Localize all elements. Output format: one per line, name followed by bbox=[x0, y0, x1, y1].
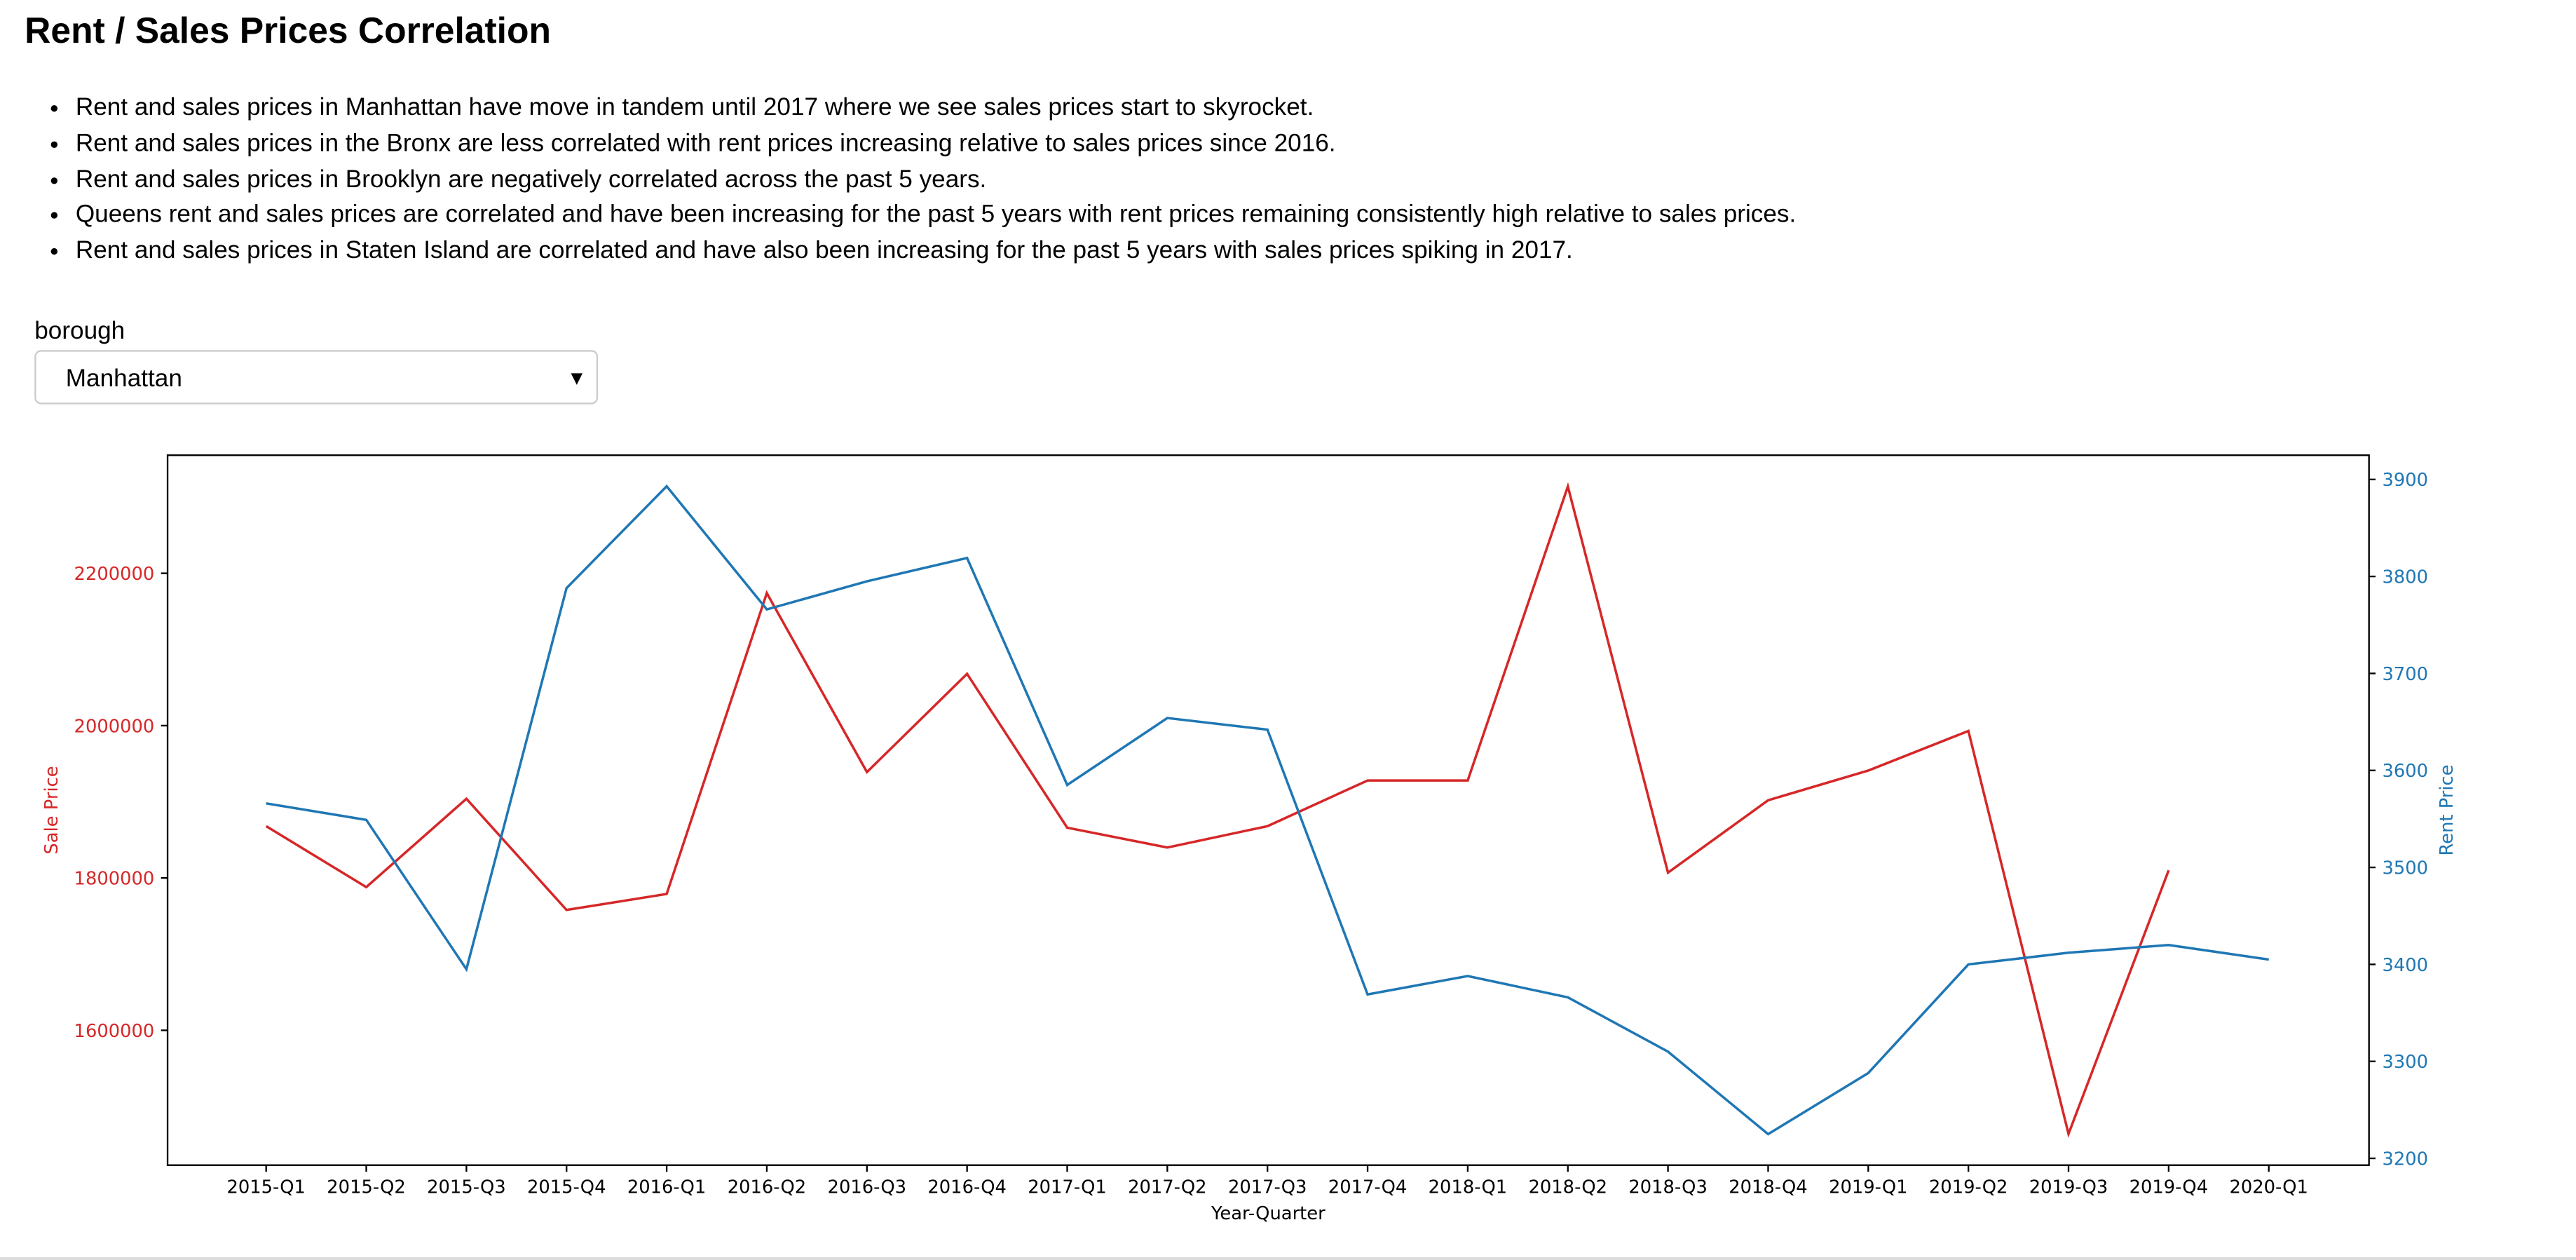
x-tick-label: 2017-Q4 bbox=[1328, 1177, 1408, 1198]
y2-tick-label: 3600 bbox=[2382, 761, 2428, 782]
bullet: Queens rent and sales prices are correla… bbox=[76, 198, 1796, 233]
title: Rent / Sales Prices Correlation bbox=[25, 10, 551, 51]
y-tick-label: 2200000 bbox=[74, 564, 155, 585]
y-tick-label: 1600000 bbox=[74, 1021, 155, 1042]
x-tick-label: 2018-Q4 bbox=[1729, 1177, 1808, 1198]
bullet: Rent and sales prices in Manhattan have … bbox=[76, 90, 1796, 126]
x-tick-label: 2019-Q2 bbox=[1929, 1177, 2008, 1198]
plot-frame bbox=[166, 454, 2370, 1166]
y2-tick-label: 3700 bbox=[2382, 664, 2428, 685]
bullet: Rent and sales prices in Staten Island a… bbox=[76, 233, 1796, 269]
x-tick-label: 2018-Q2 bbox=[1529, 1177, 1608, 1198]
bullet: Rent and sales prices in Brooklyn are ne… bbox=[76, 162, 1796, 198]
y2-tick-label: 3500 bbox=[2382, 858, 2428, 879]
x-tick-label: 2017-Q3 bbox=[1228, 1177, 1307, 1198]
x-tick-label: 2015-Q1 bbox=[226, 1177, 306, 1198]
y-tick-label: 2000000 bbox=[74, 716, 155, 737]
x-tick-label: 2019-Q4 bbox=[2129, 1177, 2209, 1198]
x-tick-label: 2017-Q1 bbox=[1028, 1177, 1107, 1198]
x-axis-label: Year-Quarter bbox=[1211, 1203, 1326, 1224]
y2-tick-label: 3200 bbox=[2382, 1149, 2428, 1170]
bullet-list: Rent and sales prices in Manhattan have … bbox=[27, 90, 1796, 269]
x-tick-label: 2016-Q3 bbox=[828, 1177, 907, 1198]
line-series bbox=[265, 482, 2170, 1139]
dropdown-label: borough bbox=[34, 317, 125, 346]
x-tick-label: 2015-Q3 bbox=[427, 1177, 506, 1198]
y2-tick-label: 3900 bbox=[2382, 470, 2428, 491]
y2-axis-label: Rent Price bbox=[2437, 764, 2458, 855]
x-tick-label: 2016-Q2 bbox=[728, 1177, 807, 1198]
x-tick-label: 2018-Q1 bbox=[1429, 1177, 1508, 1198]
x-tick-label: 2019-Q3 bbox=[2029, 1177, 2108, 1198]
x-tick-label: 2018-Q3 bbox=[1628, 1177, 1708, 1198]
y-axis-label: Sale Price bbox=[41, 766, 62, 854]
y-tick-label: 1800000 bbox=[74, 869, 155, 890]
dropdown-arrow: ▼ bbox=[566, 366, 587, 390]
x-tick-label: 2016-Q4 bbox=[927, 1177, 1007, 1198]
x-tick-label: 2019-Q1 bbox=[1829, 1177, 1908, 1198]
x-tick-label: 2017-Q2 bbox=[1128, 1177, 1207, 1198]
y2-tick-label: 3400 bbox=[2382, 955, 2428, 976]
x-tick-label: 2015-Q4 bbox=[527, 1177, 606, 1198]
y2-tick-label: 3800 bbox=[2382, 567, 2428, 588]
dropdown[interactable]: Manhattan ▼ bbox=[34, 350, 599, 405]
bullet: Rent and sales prices in the Bronx are l… bbox=[76, 126, 1796, 162]
dropdown-value: Manhattan bbox=[65, 365, 182, 393]
line-series bbox=[266, 484, 2269, 1136]
x-tick-label: 2020-Q1 bbox=[2229, 1177, 2308, 1198]
divider bbox=[0, 1256, 2576, 1260]
x-tick-label: 2016-Q1 bbox=[627, 1177, 707, 1198]
y2-tick-label: 3300 bbox=[2382, 1052, 2428, 1073]
x-tick-label: 2015-Q2 bbox=[327, 1177, 405, 1198]
